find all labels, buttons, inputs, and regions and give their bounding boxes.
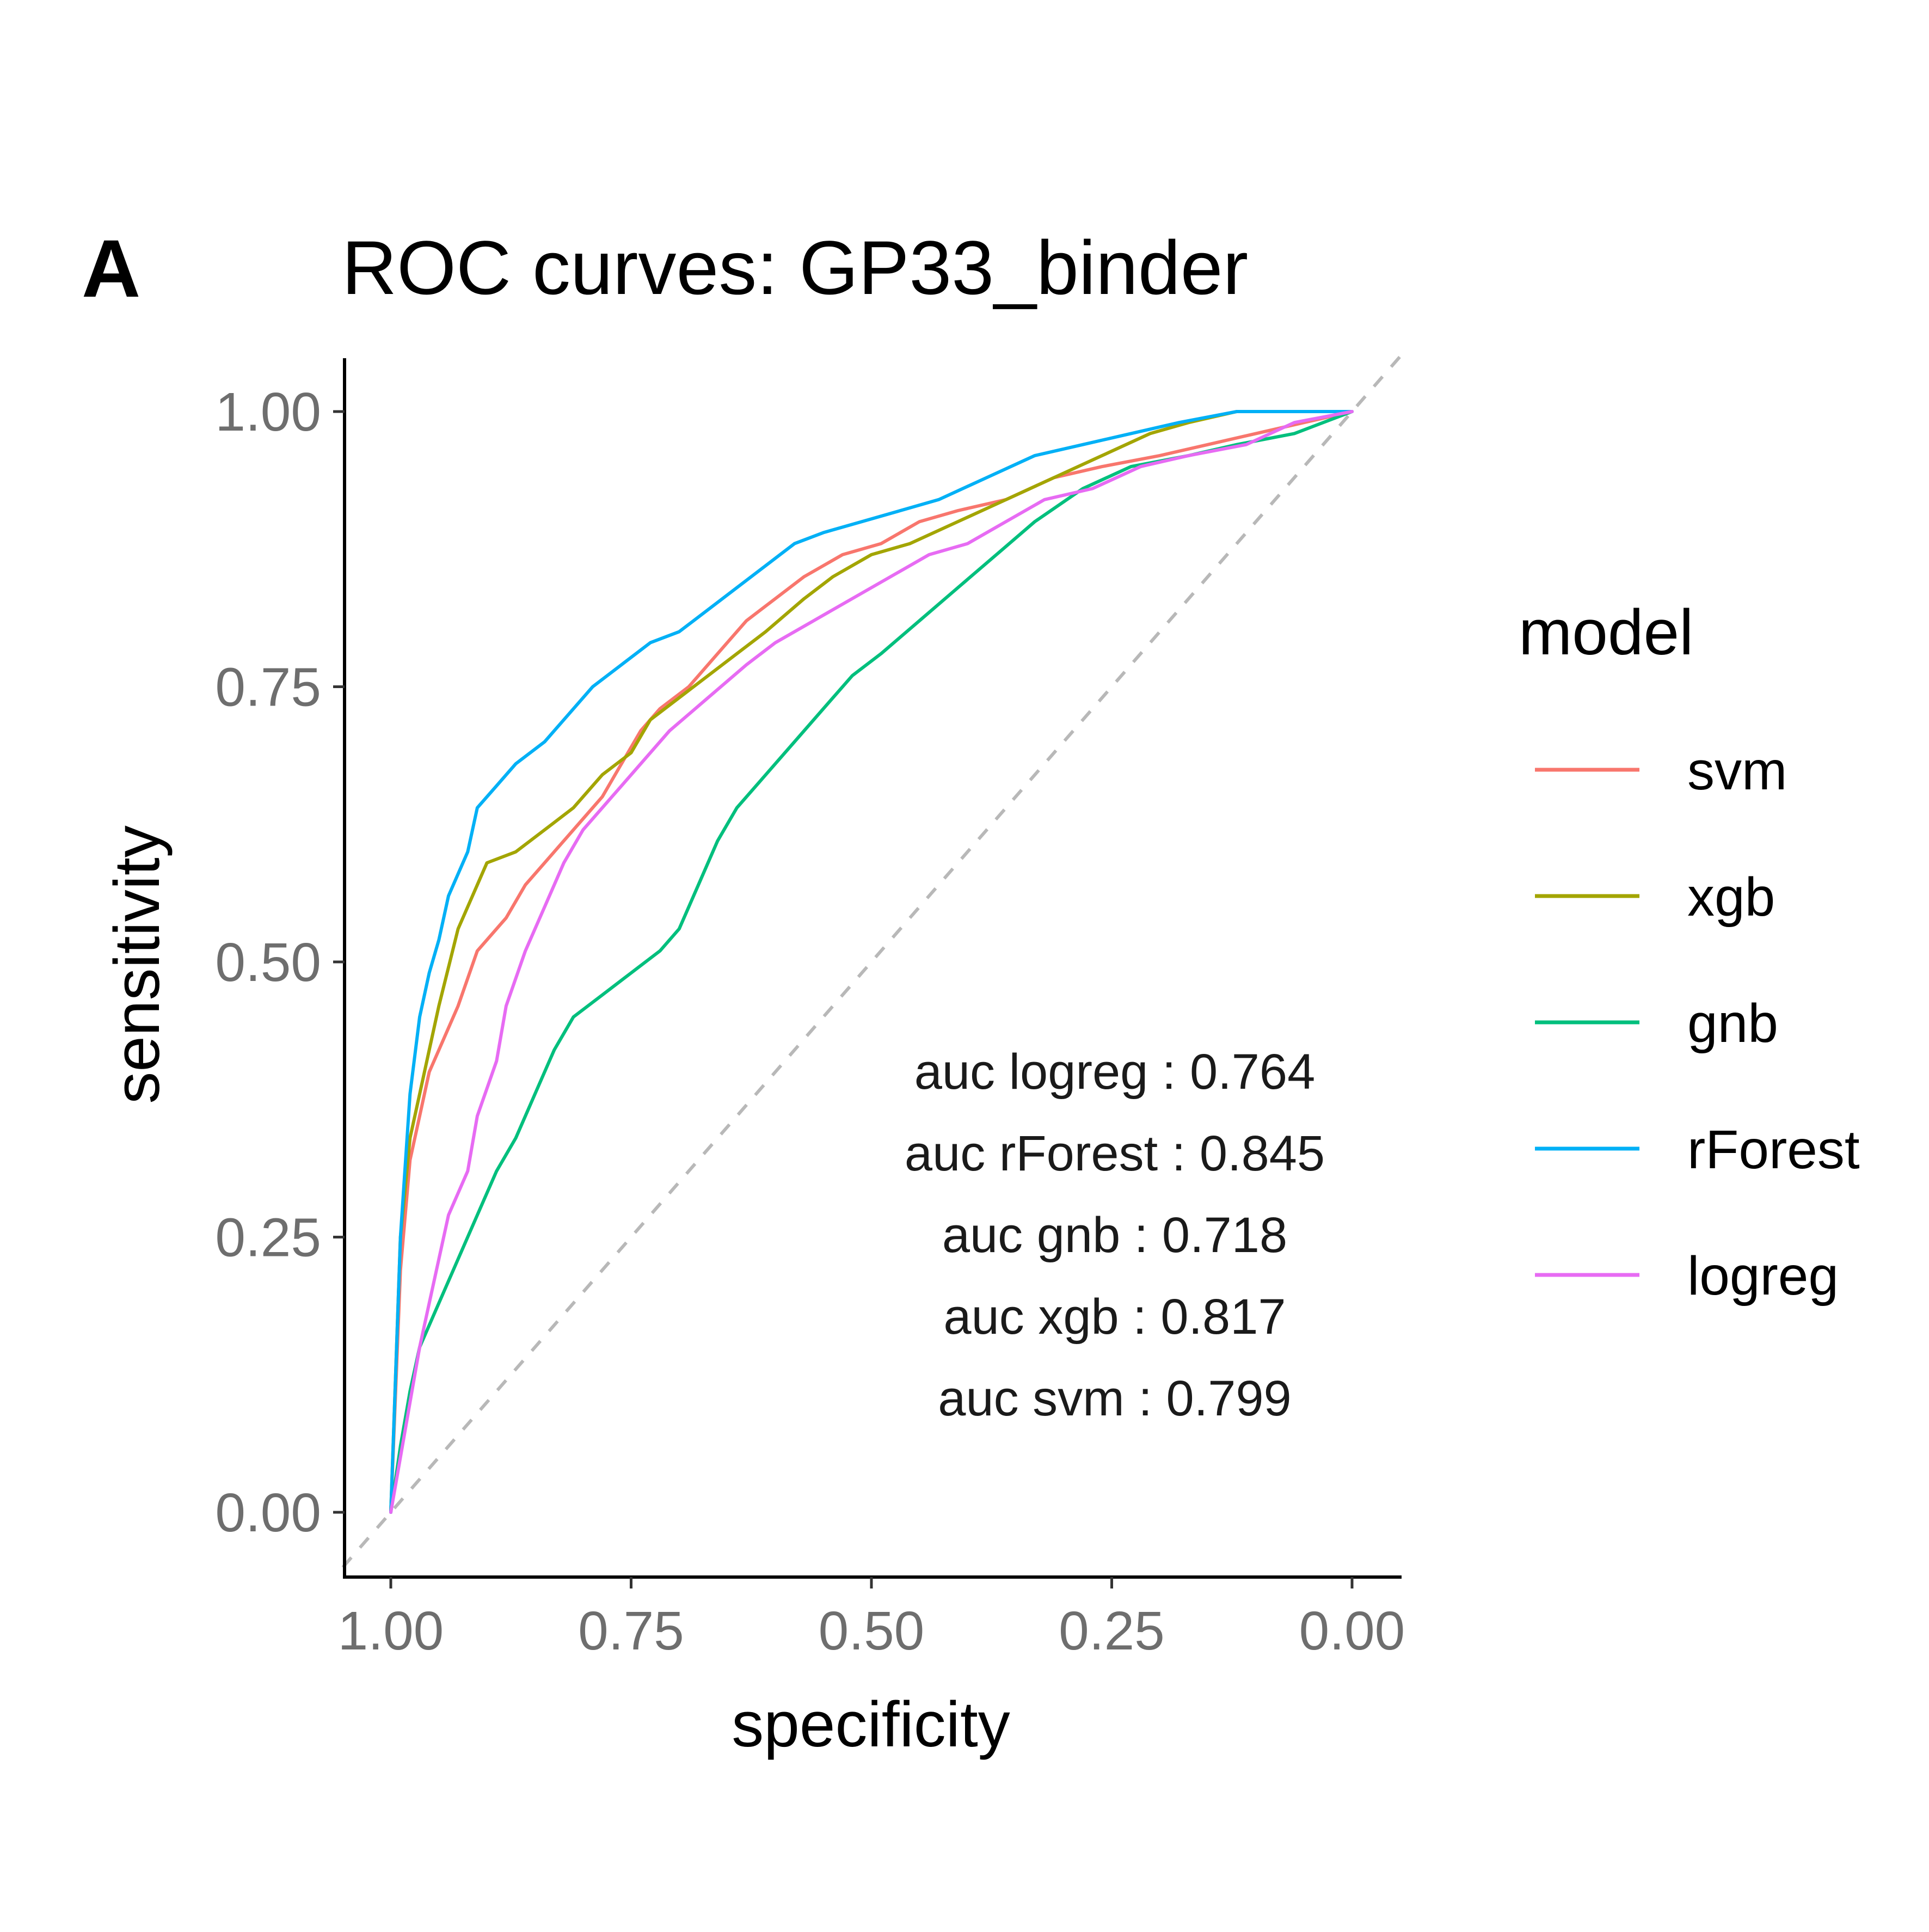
y-tick-label: 1.00 xyxy=(215,382,321,443)
y-tick-label: 0.75 xyxy=(215,657,321,718)
legend-items: svm xgb gnb rForest logreg xyxy=(1535,740,1860,1307)
roc-curve-gnb xyxy=(389,410,1354,1514)
roc-curve-xgb xyxy=(389,410,1354,1514)
legend-label-logreg: logreg xyxy=(1687,1246,1839,1307)
y-tick-label: 0.00 xyxy=(215,1482,321,1543)
panel-label: A xyxy=(82,223,140,314)
x-tick-label: 1.00 xyxy=(338,1600,444,1661)
roc-curve-rforest xyxy=(389,410,1354,1514)
x-tick-label: 0.25 xyxy=(1059,1600,1165,1661)
legend-label-rforest: rForest xyxy=(1687,1119,1860,1180)
roc-curve-logreg xyxy=(389,410,1354,1514)
x-tick-label: 0.75 xyxy=(578,1600,684,1661)
auc-annotation: auc gnb : 0.718 xyxy=(942,1207,1287,1263)
y-tick-label: 0.50 xyxy=(215,932,321,993)
roc-curve-svm xyxy=(389,410,1354,1514)
legend-label-gnb: gnb xyxy=(1687,993,1778,1054)
auc-annotation: auc xgb : 0.817 xyxy=(943,1289,1286,1345)
legend-label-svm: svm xyxy=(1687,740,1787,801)
x-axis-ticks: 1.00 0.75 0.50 0.25 0.00 xyxy=(338,1577,1405,1661)
auc-annotation: auc rForest : 0.845 xyxy=(905,1126,1325,1181)
legend-title: model xyxy=(1519,597,1693,668)
auc-annotation: auc logreg : 0.764 xyxy=(914,1044,1316,1100)
legend: model svm xgb gnb rForest logreg xyxy=(1519,597,1860,1307)
roc-curves xyxy=(389,410,1354,1514)
legend-label-xgb: xgb xyxy=(1687,867,1775,928)
reference-diagonal-line xyxy=(341,355,1402,1569)
y-axis-ticks: 0.00 0.25 0.50 0.75 1.00 xyxy=(215,382,345,1543)
x-tick-label: 0.50 xyxy=(819,1600,925,1661)
reference-diagonal-layer xyxy=(341,355,1402,1569)
chart-title: ROC curves: GP33_binder xyxy=(342,225,1248,310)
x-axis-title: specificity xyxy=(732,1689,1010,1761)
y-axis-title: sensitivity xyxy=(101,825,173,1103)
auc-annotations: auc logreg : 0.764 auc rForest : 0.845 auc… xyxy=(905,1044,1325,1426)
x-tick-label: 0.00 xyxy=(1299,1600,1405,1661)
y-tick-label: 0.25 xyxy=(215,1207,321,1268)
auc-annotation: auc svm : 0.799 xyxy=(938,1371,1291,1426)
